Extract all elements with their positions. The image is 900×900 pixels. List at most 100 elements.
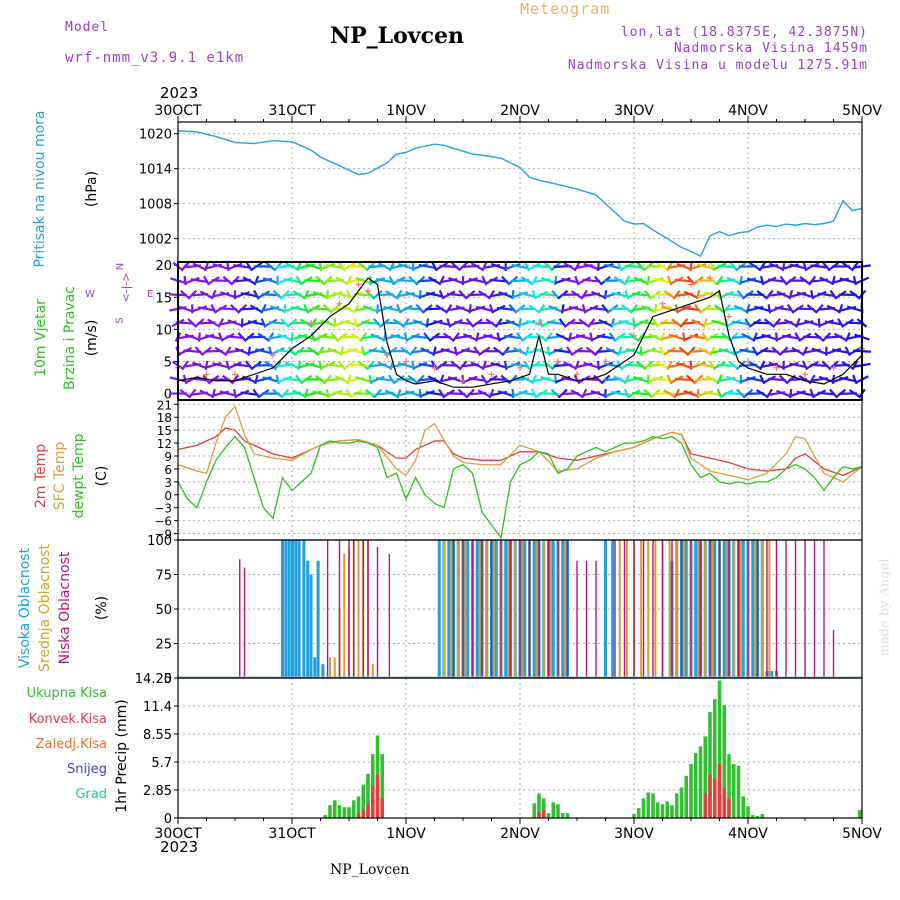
wind-barb (419, 291, 436, 299)
cloud-high-bar (722, 540, 726, 678)
top-time-label: 1NOV (386, 103, 426, 119)
wind-barb (179, 388, 191, 399)
cloud-low-bar (239, 559, 241, 678)
cloud-high-bar (611, 540, 615, 678)
y-tick-label: 8.55 (143, 728, 172, 743)
precip-total-bar (703, 736, 708, 818)
cloud-mid-bar (725, 540, 728, 678)
wind-barb (849, 290, 861, 300)
cloud-low-bar (756, 540, 759, 678)
precip-total-bar (323, 815, 328, 818)
wind-barb (211, 388, 216, 399)
cloud-high-bar (475, 540, 479, 678)
wind-barb (376, 305, 393, 313)
wind-barb (212, 362, 230, 369)
precip-total-bar (760, 814, 765, 818)
wind-gust-marker (555, 358, 561, 365)
precip-total-bar (342, 807, 347, 818)
wind-barb (789, 263, 807, 270)
wind-gust-marker (773, 364, 780, 371)
wind-barb (369, 277, 386, 285)
precip-convective-bar (361, 810, 366, 818)
cloud-high-bar (284, 540, 288, 678)
wind-barb (733, 347, 749, 355)
wind-barb (818, 319, 834, 327)
wind-barb (198, 333, 215, 341)
wind-barb (448, 276, 464, 285)
wind-barb (839, 376, 857, 383)
wind-barb (783, 318, 798, 328)
wind-barb (678, 346, 690, 356)
wind-barb (671, 318, 683, 328)
y-tick-label: 20 (155, 259, 172, 274)
wind-barb (425, 391, 444, 397)
wind-barb (497, 390, 514, 398)
y-tick-label: 5 (164, 355, 172, 370)
wind-barb (334, 375, 349, 384)
wind-barb (550, 388, 561, 399)
precip-total-bar (366, 773, 370, 818)
wind-barb (617, 346, 623, 357)
cloud-low-bar (362, 540, 364, 678)
cloud-high-bar (561, 540, 565, 678)
coords-text: lon,lat (18.8375E, 42.3875N) (620, 25, 868, 40)
wind-barb (355, 376, 372, 383)
cloud-mid-bar (675, 540, 678, 678)
wind-barb (395, 289, 403, 300)
precip-total-bar (679, 787, 684, 818)
wind-gust-marker (745, 358, 751, 365)
wind-gust-marker (707, 275, 713, 282)
wind-barb (696, 362, 714, 368)
wind-barb (718, 347, 735, 355)
wind-barb (199, 290, 214, 299)
wind-barb (748, 361, 762, 370)
cloud-high-bar (751, 540, 755, 678)
cloud-low-bar (481, 540, 483, 678)
cloud-low-bar (547, 540, 550, 678)
cloud-mid-bar (343, 553, 346, 678)
precip-total-bar (361, 784, 366, 818)
wind-barb (610, 318, 615, 328)
wind-barb (574, 360, 580, 371)
y-tick-label: 15 (157, 424, 172, 438)
wind-barb (352, 303, 360, 314)
wind-barb (530, 275, 538, 286)
wind-barb (618, 319, 636, 327)
precip-total-bar (712, 699, 717, 818)
cloud-low-bar (699, 540, 702, 678)
cloud-mid-bar (535, 540, 538, 678)
precip-total-bar (655, 802, 660, 818)
cloud-high-bar (321, 664, 325, 678)
precip-total-bar (646, 792, 651, 818)
cloud-high-bar (466, 540, 470, 678)
cloud-low-bar (661, 540, 664, 678)
wind-barb (392, 318, 405, 328)
cloud-mid-bar (682, 540, 685, 678)
wind-gust-marker (830, 364, 837, 371)
wind-barb (475, 332, 480, 342)
cloud-mid-bar (704, 540, 707, 678)
bottom-time-label: 5NOV (842, 826, 882, 842)
wind-barb (806, 304, 818, 314)
wind-barb (412, 319, 428, 327)
wind-barb (247, 320, 265, 326)
meteogram-label: Meteogram (520, 0, 611, 18)
cloud-mid-bar (618, 540, 621, 678)
wind-barb (767, 278, 786, 283)
wind-barb (333, 391, 351, 396)
cloud-mid-bar (329, 657, 331, 678)
wind-barb (265, 261, 276, 272)
wind-barb (272, 388, 284, 399)
wind-barb (655, 361, 670, 370)
cloud-low-bar (652, 540, 654, 678)
cloud-mid-bar (732, 540, 735, 678)
compass-w: W (85, 289, 95, 300)
wind-barb (841, 360, 855, 370)
wind-barb (639, 320, 658, 326)
cloud-low-bar (595, 560, 597, 678)
cloud-low-bar (500, 540, 502, 678)
precip-total-bar (674, 793, 679, 818)
y-tick-label: 18 (157, 411, 172, 425)
cloud-mid-bar (478, 540, 481, 678)
wind-barb (741, 332, 755, 342)
